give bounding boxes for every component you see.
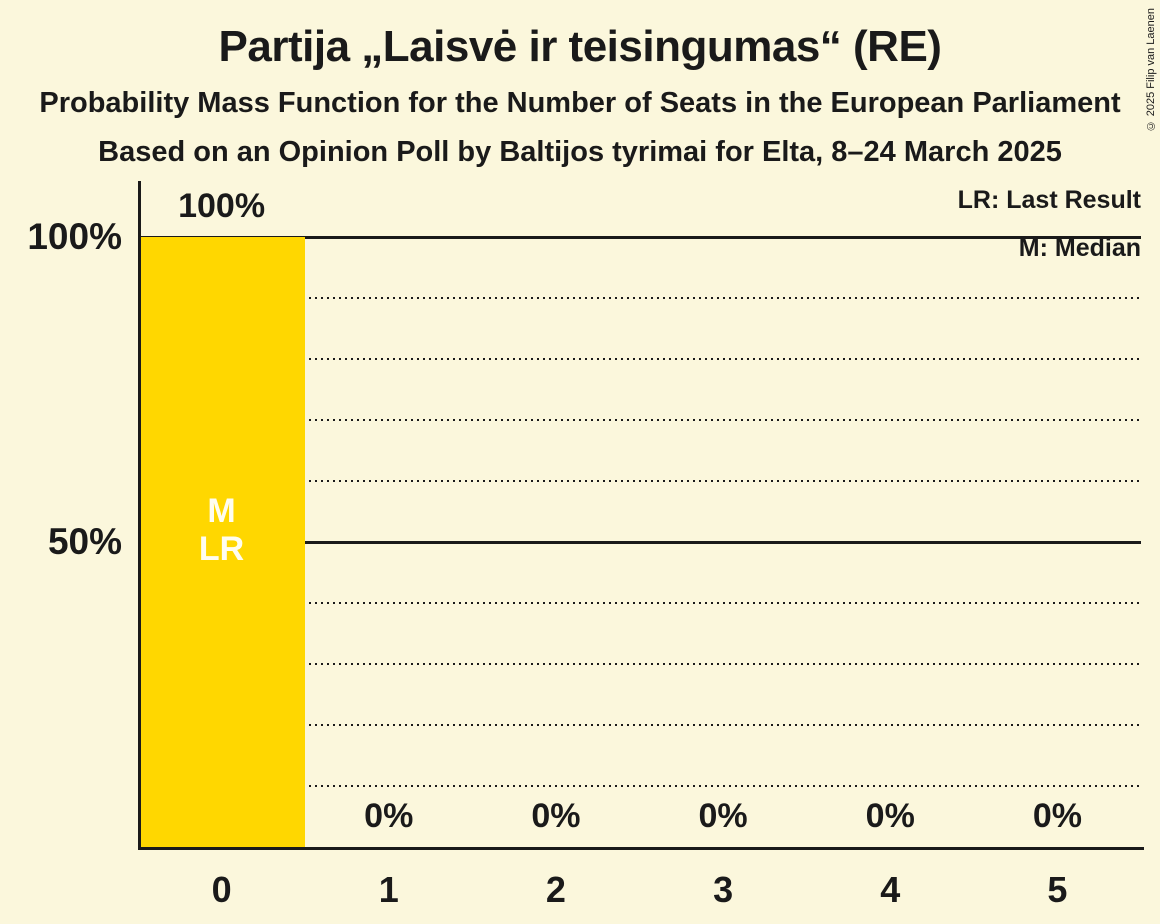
- gridline-70pct: [141, 419, 1141, 421]
- gridline-10pct: [141, 785, 1141, 787]
- y-axis-label-50pct: 50%: [47, 521, 122, 562]
- gridline-90pct: [141, 297, 1141, 299]
- x-axis-label-3: 3: [713, 869, 734, 910]
- copyright-notice: © 2025 Filip van Laenen: [1145, 8, 1157, 132]
- x-axis-label-4: 4: [880, 869, 901, 910]
- gridline-40pct: [141, 602, 1141, 604]
- bar-value-label-1: 0%: [364, 797, 414, 835]
- gridline-solid-50pct: [141, 540, 1141, 544]
- bar-value-label-5: 0%: [1032, 797, 1082, 835]
- bar-value-label-2: 0%: [531, 797, 581, 835]
- bar-value-label-0: 100%: [178, 187, 266, 225]
- bar-value-label-4: 0%: [865, 797, 915, 835]
- x-axis-label-1: 1: [378, 869, 399, 910]
- x-axis-label-5: 5: [1047, 869, 1068, 910]
- y-axis-line: [138, 181, 141, 850]
- x-axis-label-0: 0: [211, 869, 232, 910]
- median-last-result-marker: M LR: [198, 491, 245, 568]
- page-title: Partija „Laisvė ir teisingumas“ (RE): [218, 22, 942, 71]
- x-axis-label-2: 2: [545, 869, 566, 910]
- bar-value-label-3: 0%: [698, 797, 748, 835]
- chart-subtitle: Probability Mass Function for the Number…: [39, 87, 1121, 119]
- bar-seats-0: [141, 237, 306, 847]
- gridline-20pct: [141, 724, 1141, 726]
- y-axis-label-100pct: 100%: [27, 216, 122, 257]
- gridline-80pct: [141, 358, 1141, 360]
- gridline-60pct: [141, 480, 1141, 482]
- gridline-solid-100pct: [141, 235, 1141, 239]
- legend-last-result: LR: Last Result: [957, 186, 1141, 214]
- poll-info-line: Based on an Opinion Poll by Baltijos tyr…: [98, 136, 1062, 168]
- gridline-30pct: [141, 663, 1141, 665]
- legend-median: M: Median: [1018, 234, 1141, 262]
- x-axis-line: [138, 847, 1144, 850]
